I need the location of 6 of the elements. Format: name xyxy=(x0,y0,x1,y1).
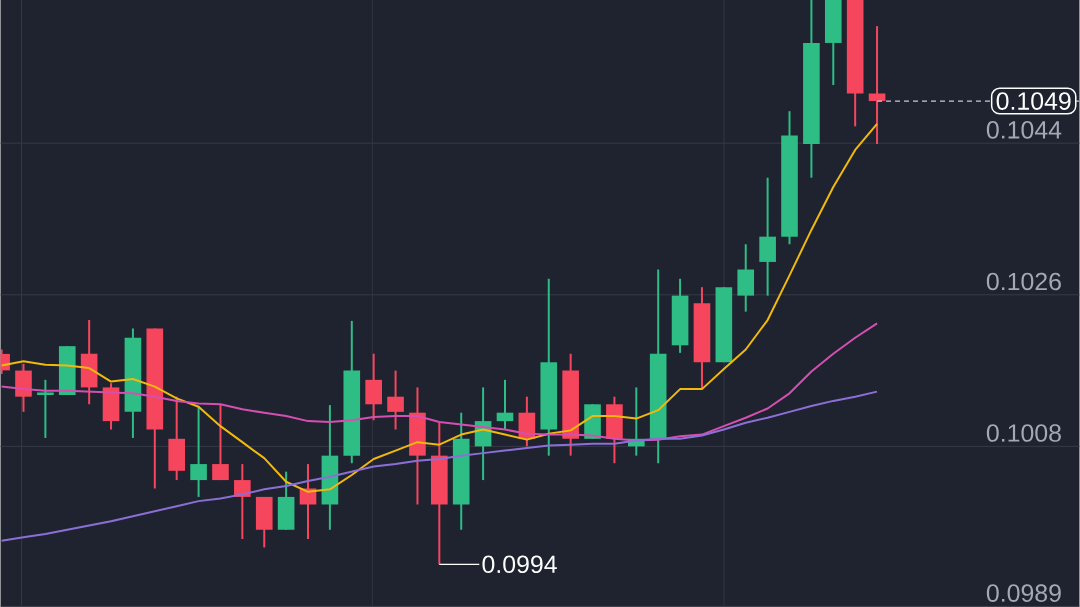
y-tick-label: 0.1026 xyxy=(986,272,1061,291)
annotation: 0.0994 xyxy=(482,555,557,574)
y-tick-label: 0.1008 xyxy=(986,424,1061,442)
y-tick-label: 0.1044 xyxy=(986,121,1062,139)
ref-line-label: 0.1049 xyxy=(996,92,1071,110)
y-tick-label: 0.0989 xyxy=(986,584,1061,602)
